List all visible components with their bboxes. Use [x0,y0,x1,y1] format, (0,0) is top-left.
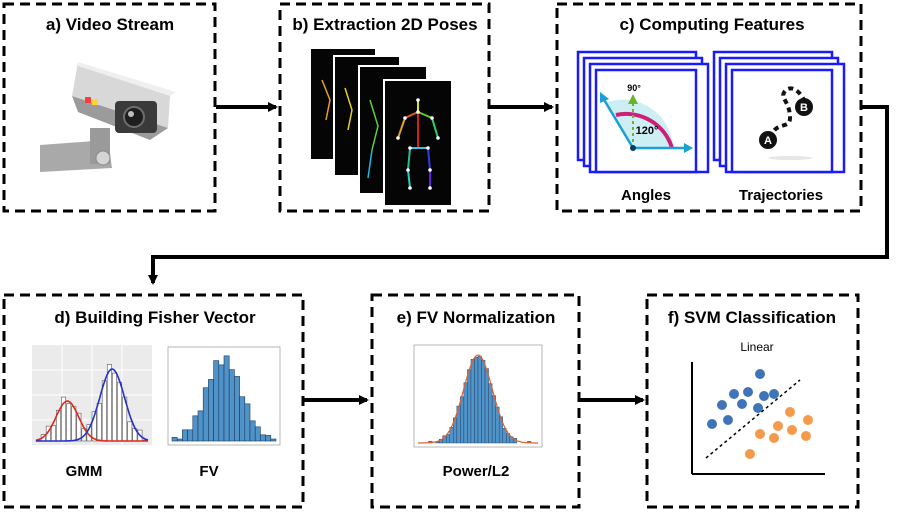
gmm-bar [50,425,56,442]
svm-point-class-1 [753,403,763,413]
svm-point-class-1 [723,415,733,425]
fv-bar [249,420,256,442]
svm-point-class-2 [803,415,813,425]
step-f-title: f) SVM Classification [668,308,836,327]
normalized-histogram [413,344,543,448]
fv-bar [254,426,261,442]
gmm-label: GMM [66,463,103,480]
step-c-title: c) Computing Features [619,15,804,34]
fv-bar [182,429,188,442]
step-a-title: a) Video Stream [46,15,174,34]
step-d-fisher-vector: d) Building Fisher Vector GMM FV [2,293,305,509]
security-camera-icon [40,62,176,172]
angle-90-label: 90° [627,83,641,93]
step-a-video-stream: a) Video Stream [2,2,217,213]
linear-label: Linear [740,340,773,354]
svm-point-class-1 [737,399,747,409]
fv-bar [260,434,266,442]
angles-label: Angles [621,187,671,204]
fv-bar [218,364,225,442]
step-a-box [2,2,217,213]
norm-bar [491,395,496,444]
fv-bar [223,355,230,442]
trajectory-icon: A B [712,50,846,174]
fv-bar [234,376,240,442]
step-e-fv-normalization: e) FV Normalization Power/L2 [370,293,581,509]
gmm-bar [96,403,102,442]
svm-point-class-2 [769,433,779,443]
svm-point-class-1 [759,391,769,401]
svm-point-class-2 [787,425,797,435]
gmm-bar [71,406,77,442]
svm-point-class-1 [729,389,739,399]
fv-bar [244,403,251,442]
connector-c-to-d [148,105,889,285]
step-b-box [278,2,491,213]
norm-bar [474,356,479,444]
power-l2-label: Power/L2 [443,463,510,480]
trajectories-label: Trajectories [739,187,823,204]
trajectory-point-a: A [764,135,772,147]
fv-bar [192,415,199,442]
fv-bar [265,435,272,442]
svm-point-class-1 [755,369,765,379]
histogram-icon [167,346,281,446]
norm-bar [477,355,482,444]
step-b-title: b) Extraction 2D Poses [292,15,477,34]
norm-bar [446,434,450,444]
svm-point-class-1 [743,387,753,397]
norm-bar [484,368,489,444]
svm-point-class-1 [769,389,779,399]
gmm-bar [101,380,107,442]
norm-bar [488,383,493,444]
step-f-box [645,293,860,509]
gmm-bar [117,381,123,442]
step-e-title: e) FV Normalization [397,308,556,327]
svm-point-class-2 [773,421,783,431]
trajectory-point-b: B [800,102,808,114]
gmm-bar [112,372,117,442]
norm-bar [481,360,486,444]
norm-bar [460,396,465,444]
fv-bar [213,360,220,442]
svm-point-class-1 [717,400,727,410]
svm-point-class-1 [707,419,717,429]
fv-label: FV [199,463,218,480]
fv-bar [171,437,178,442]
scatter-icon [691,362,825,475]
norm-bar [463,382,468,444]
gmm-plot [32,345,152,445]
fv-bar [202,387,209,442]
fv-bar [228,369,235,442]
fv-bar [187,429,194,442]
gmm-bar [127,421,133,442]
fv-bar [208,379,214,442]
angle-120-label: 120° [636,125,659,137]
fv-bar [176,438,183,442]
fv-bar [239,396,246,442]
step-c-box [555,2,863,213]
svm-point-class-2 [745,449,755,459]
gmm-bar [76,412,82,442]
norm-bar [467,369,472,444]
angle-icon: 90° 120° [576,50,710,174]
svm-point-class-2 [801,431,811,441]
fv-bar [270,438,277,442]
step-d-box [2,293,305,509]
step-c-computing-features: c) Computing Features 90° 120° Angles [555,2,863,213]
gmm-bar [106,364,112,442]
step-b-pose-extraction: b) Extraction 2D Poses [278,2,491,213]
step-d-title: d) Building Fisher Vector [54,308,256,327]
norm-bar [470,359,475,444]
gmm-bar [91,411,97,442]
gmm-bar [66,403,72,442]
step-e-box [370,293,581,509]
svm-point-class-2 [755,429,765,439]
svm-point-class-2 [785,407,795,417]
pose-skeleton-icon [309,47,453,207]
fv-bar [197,410,204,442]
norm-bar [502,428,507,444]
step-f-svm-classification: f) SVM Classification Linear [645,293,860,509]
